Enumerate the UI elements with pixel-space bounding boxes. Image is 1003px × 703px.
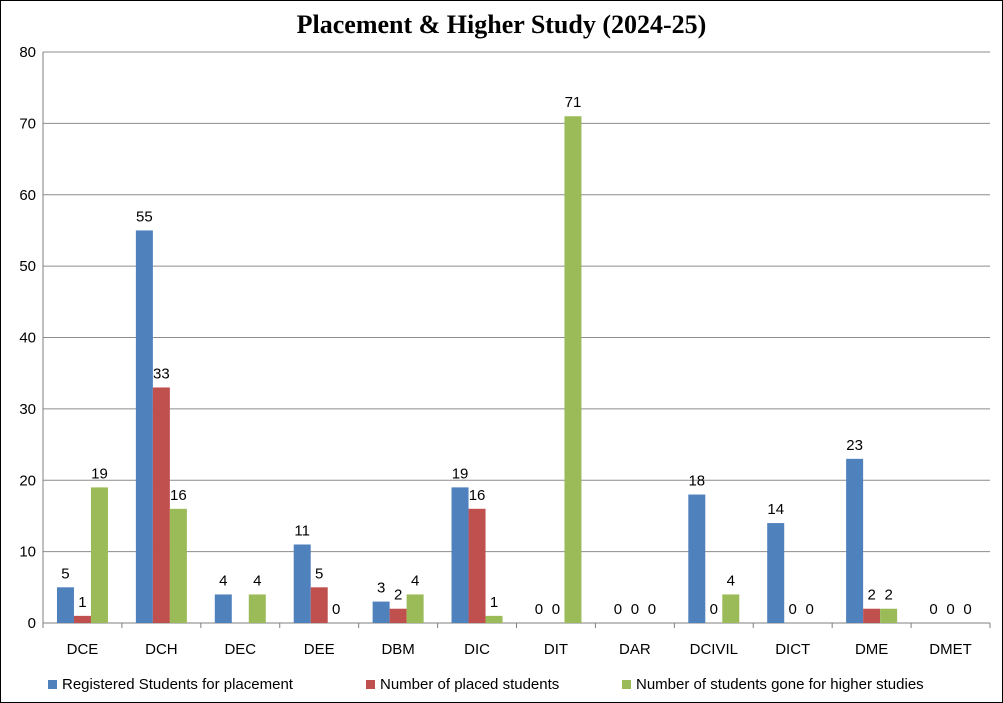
bar	[880, 608, 898, 623]
y-tick-label: 60	[19, 187, 36, 204]
y-tick-label: 70	[19, 115, 36, 132]
data-label: 14	[767, 501, 784, 518]
data-label: 0	[332, 601, 340, 618]
data-label: 5	[61, 565, 69, 582]
bar	[688, 494, 706, 623]
data-label: 16	[170, 487, 187, 504]
legend-item: Number of placed students	[366, 676, 559, 693]
bar	[310, 587, 328, 623]
data-label: 2	[394, 587, 402, 604]
y-tick-label: 0	[28, 615, 36, 632]
data-label: 0	[963, 601, 971, 618]
data-label: 4	[727, 572, 735, 589]
legend-label: Registered Students for placement	[62, 676, 293, 693]
legend-label: Number of students gone for higher studi…	[636, 676, 924, 693]
data-label: 0	[710, 601, 718, 618]
data-label: 0	[631, 601, 639, 618]
x-tick-label: DCIVIL	[690, 641, 738, 658]
chart-title: Placement & Higher Study (2024-25)	[296, 10, 707, 39]
x-tick-label: DCH	[145, 641, 178, 658]
data-label: 0	[946, 601, 954, 618]
x-tick-label: DEE	[304, 641, 335, 658]
bar	[152, 387, 170, 623]
bar	[135, 230, 153, 623]
data-label: 2	[884, 587, 892, 604]
y-tick-label: 20	[19, 472, 36, 489]
data-label: 0	[614, 601, 622, 618]
data-label: 4	[253, 572, 261, 589]
bar	[293, 544, 311, 623]
x-tick-label: DMET	[929, 641, 972, 658]
bar	[406, 594, 424, 623]
bar	[863, 608, 881, 623]
bar	[767, 523, 785, 623]
legend-item: Number of students gone for higher studi…	[622, 676, 924, 693]
data-label: 2	[867, 587, 875, 604]
bar	[169, 508, 187, 623]
x-tick-label: DEC	[224, 641, 256, 658]
data-label: 1	[490, 594, 498, 611]
data-label: 0	[929, 601, 937, 618]
y-tick-label: 50	[19, 258, 36, 275]
data-label: 0	[535, 601, 543, 618]
bar	[722, 594, 740, 623]
x-tick-label: DBM	[381, 641, 414, 658]
bar	[214, 594, 232, 623]
bar	[485, 615, 503, 623]
legend-swatch	[48, 680, 57, 689]
y-tick-label: 40	[19, 330, 36, 347]
y-tick-label: 80	[19, 44, 36, 61]
bar	[564, 116, 582, 624]
y-tick-label: 10	[19, 544, 36, 561]
bar	[389, 608, 407, 623]
data-label: 18	[688, 473, 705, 490]
data-label: 23	[846, 437, 863, 454]
data-label: 55	[136, 208, 153, 225]
x-tick-label: DME	[855, 641, 888, 658]
legend-swatch	[622, 680, 631, 689]
data-label: 71	[565, 94, 582, 111]
y-tick-label: 30	[19, 401, 36, 418]
data-label: 11	[294, 522, 310, 539]
legend-item: Registered Students for placement	[48, 676, 293, 693]
data-label: 0	[806, 601, 814, 618]
data-label: 0	[789, 601, 797, 618]
data-label: 1	[78, 594, 86, 611]
data-label: 19	[91, 465, 108, 482]
legend-swatch	[366, 680, 375, 689]
x-tick-label: DIC	[464, 641, 490, 658]
data-label: 33	[153, 365, 170, 382]
legend-label: Number of placed students	[380, 676, 560, 693]
x-tick-label: DAR	[619, 641, 651, 658]
bar	[73, 615, 91, 623]
x-tick-label: DICT	[775, 641, 810, 658]
x-tick-label: DIT	[544, 641, 568, 658]
bar	[90, 487, 108, 623]
data-label: 16	[469, 487, 486, 504]
x-tick-label: DCE	[67, 641, 99, 658]
data-label: 19	[452, 465, 469, 482]
data-label: 5	[315, 565, 323, 582]
data-label: 0	[648, 601, 656, 618]
bar	[451, 487, 469, 623]
data-label: 4	[219, 572, 227, 589]
data-label: 3	[377, 580, 385, 597]
data-label: 0	[552, 601, 560, 618]
bar	[248, 594, 266, 623]
bar	[56, 587, 74, 623]
legend: Registered Students for placement Number …	[40, 676, 1000, 698]
bar	[846, 458, 864, 623]
bar	[468, 508, 486, 623]
bar	[372, 601, 390, 623]
data-label: 4	[411, 572, 419, 589]
